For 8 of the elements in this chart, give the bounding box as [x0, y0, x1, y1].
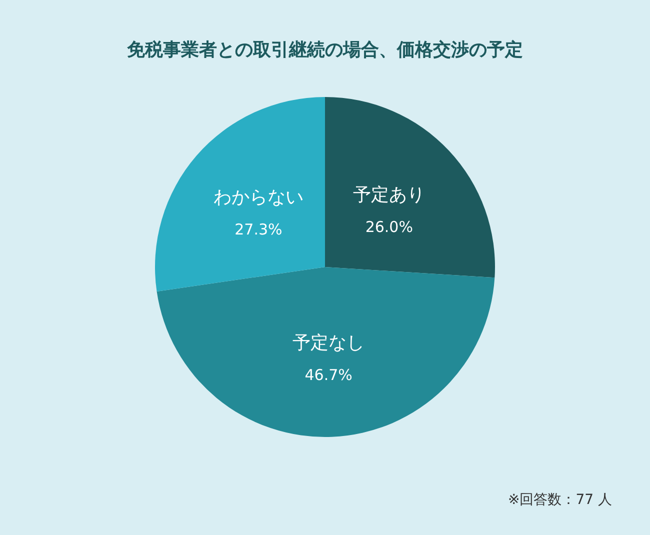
slice-label: 予定なし: [292, 332, 365, 354]
slice-label: わからない: [213, 186, 304, 208]
data-label: 26.0%: [365, 218, 413, 236]
slice-label: 予定あり: [353, 184, 426, 206]
data-label: 27.3%: [234, 220, 282, 238]
text: ※回答数：77 人: [508, 492, 612, 508]
chart-title: 免税事業者との取引継続の場合、価格交渉の予定: [126, 40, 523, 60]
data-label: 46.7%: [304, 366, 352, 384]
